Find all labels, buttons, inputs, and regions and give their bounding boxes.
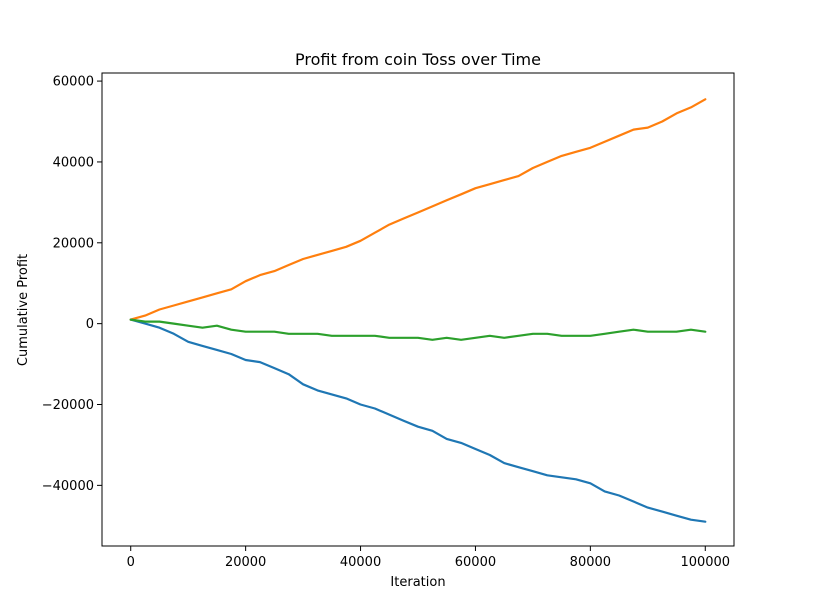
x-tick-label: 0 <box>127 555 135 570</box>
y-tick-label: 20000 <box>53 236 94 251</box>
x-axis-label: Iteration <box>390 575 445 590</box>
x-tick-label: 40000 <box>340 555 381 570</box>
y-tick-label: 0 <box>86 317 94 332</box>
y-tick-label: −20000 <box>42 398 94 413</box>
x-tick-label: 20000 <box>225 555 266 570</box>
y-axis-label: Cumulative Profit <box>16 254 31 366</box>
y-tick-label: 40000 <box>53 155 94 170</box>
series-line-1 <box>129 318 707 523</box>
y-tick-label: −40000 <box>42 479 94 494</box>
plot-frame <box>101 72 735 547</box>
y-axis: −40000 −20000 0 20000 40000 60000 <box>42 75 102 494</box>
x-tick-label: 60000 <box>455 555 496 570</box>
chart-title: Profit from coin Toss over Time <box>295 50 541 69</box>
y-tick-label: 60000 <box>53 75 94 90</box>
series-layer <box>129 98 707 523</box>
x-axis: 0 20000 40000 60000 80000 100000 <box>127 546 730 570</box>
series-line-2 <box>129 98 707 321</box>
x-tick-label: 100000 <box>680 555 730 570</box>
series-line-3 <box>129 318 707 341</box>
x-tick-label: 80000 <box>570 555 611 570</box>
